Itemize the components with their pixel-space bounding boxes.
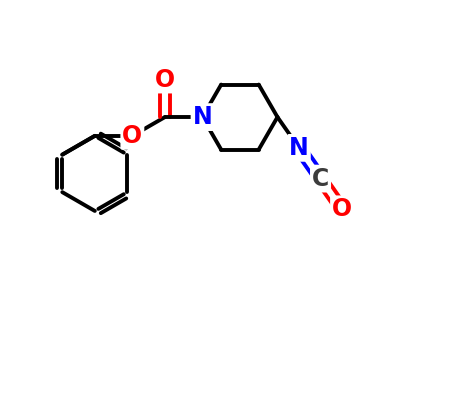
Text: N: N — [289, 136, 309, 160]
Text: N: N — [193, 105, 212, 129]
Text: O: O — [155, 68, 175, 91]
Text: O: O — [122, 124, 143, 148]
Text: C: C — [312, 166, 329, 191]
Text: O: O — [332, 197, 352, 221]
